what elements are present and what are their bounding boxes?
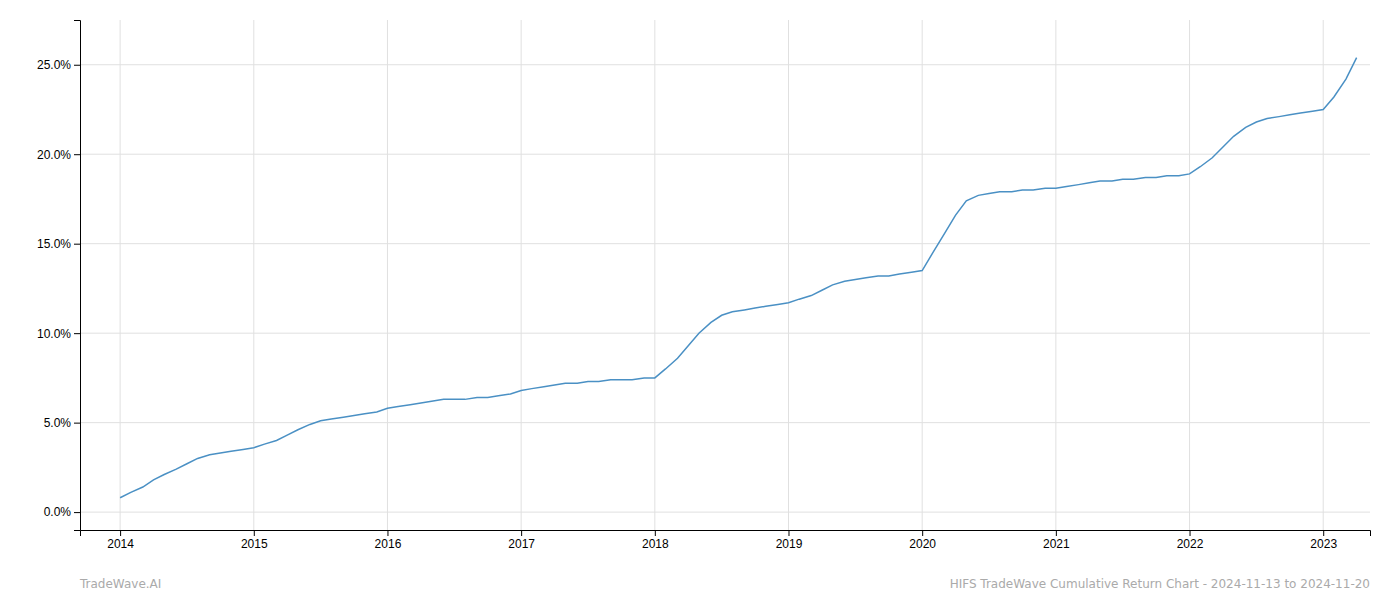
y-tick: 5.0% xyxy=(44,416,80,430)
grid-line-y xyxy=(80,154,1370,155)
x-tick: 2022 xyxy=(1177,530,1204,551)
x-tick-mark xyxy=(655,530,656,536)
footer-right: HIFS TradeWave Cumulative Return Chart -… xyxy=(950,577,1370,591)
x-tick-label: 2017 xyxy=(508,537,535,551)
x-tick-mark xyxy=(788,530,789,536)
y-tick-label: 10.0% xyxy=(37,326,71,340)
y-tick: 15.0% xyxy=(37,237,80,251)
y-tick-mark xyxy=(74,333,80,334)
x-tick: 2020 xyxy=(909,530,936,551)
y-tick-mark xyxy=(74,512,80,513)
grid-line-y xyxy=(80,422,1370,423)
grid-line-x xyxy=(654,20,655,530)
grid-line-y xyxy=(80,512,1370,513)
y-axis: 0.0% 5.0% 10.0% 15.0% 20.0% 25.0% xyxy=(37,21,81,531)
y-tick: 10.0% xyxy=(37,326,80,340)
y-tick: 20.0% xyxy=(37,148,80,162)
marks xyxy=(120,58,1357,498)
y-tick-mark xyxy=(74,65,80,66)
y-tick-label: 15.0% xyxy=(37,237,71,251)
y-tick-label: 5.0% xyxy=(44,416,72,430)
grid-line-y xyxy=(80,333,1370,334)
y-tick: 25.0% xyxy=(37,58,80,72)
chart: 2014 2015 2016 2017 2018 2019 2020 2021 2022 2023… xyxy=(0,0,1400,600)
grid-line-x xyxy=(253,20,254,530)
y-tick-label: 0.0% xyxy=(44,505,72,519)
grid-line-x xyxy=(1189,20,1190,530)
x-tick-label: 2016 xyxy=(375,537,402,551)
grid-line-x xyxy=(1323,20,1324,530)
footer-left: TradeWave.AI xyxy=(79,577,161,591)
grid-line-x xyxy=(521,20,522,530)
grid-line-x xyxy=(1055,20,1056,530)
x-tick-label: 2019 xyxy=(776,537,803,551)
x-tick-label: 2020 xyxy=(909,537,936,551)
grid-line-x xyxy=(922,20,923,530)
y-tick: 0.0% xyxy=(44,505,80,519)
x-tick-mark xyxy=(922,530,923,536)
x-axis-line xyxy=(81,531,1371,537)
y-tick-label: 20.0% xyxy=(37,148,71,162)
x-tick-mark xyxy=(387,530,388,536)
x-tick: 2017 xyxy=(508,530,535,551)
grid-line-y xyxy=(80,64,1370,65)
x-tick-mark xyxy=(1056,530,1057,536)
grid xyxy=(80,20,1370,530)
x-tick-mark xyxy=(1323,530,1324,536)
y-tick-mark xyxy=(74,423,80,424)
x-tick-mark xyxy=(521,530,522,536)
x-tick: 2023 xyxy=(1310,530,1337,551)
x-tick-mark xyxy=(254,530,255,536)
x-tick-label: 2023 xyxy=(1310,537,1337,551)
x-tick-mark xyxy=(1190,530,1191,536)
x-tick-label: 2018 xyxy=(642,537,669,551)
x-tick: 2016 xyxy=(375,530,402,551)
line xyxy=(120,58,1357,498)
y-tick-label: 25.0% xyxy=(37,58,71,72)
y-tick-mark xyxy=(74,244,80,245)
x-tick: 2019 xyxy=(776,530,803,551)
y-axis-line xyxy=(74,21,81,531)
y-tick-mark xyxy=(74,154,80,155)
grid-line-x xyxy=(788,20,789,530)
x-tick: 2018 xyxy=(642,530,669,551)
x-tick-label: 2015 xyxy=(241,537,268,551)
x-tick: 2015 xyxy=(241,530,268,551)
x-tick-label: 2021 xyxy=(1043,537,1070,551)
grid-line-y xyxy=(80,243,1370,244)
grid-line-x xyxy=(387,20,388,530)
x-tick: 2021 xyxy=(1043,530,1070,551)
x-tick-label: 2014 xyxy=(107,537,134,551)
plot-area: 2014 2015 2016 2017 2018 2019 2020 2021 2022 2023… xyxy=(37,20,1371,551)
x-tick-mark xyxy=(120,530,121,536)
x-tick-label: 2022 xyxy=(1177,537,1204,551)
grid-line-x xyxy=(120,20,121,530)
x-tick: 2014 xyxy=(107,530,134,551)
x-axis: 2014 2015 2016 2017 2018 2019 2020 2021 2022 2023 xyxy=(81,530,1371,551)
